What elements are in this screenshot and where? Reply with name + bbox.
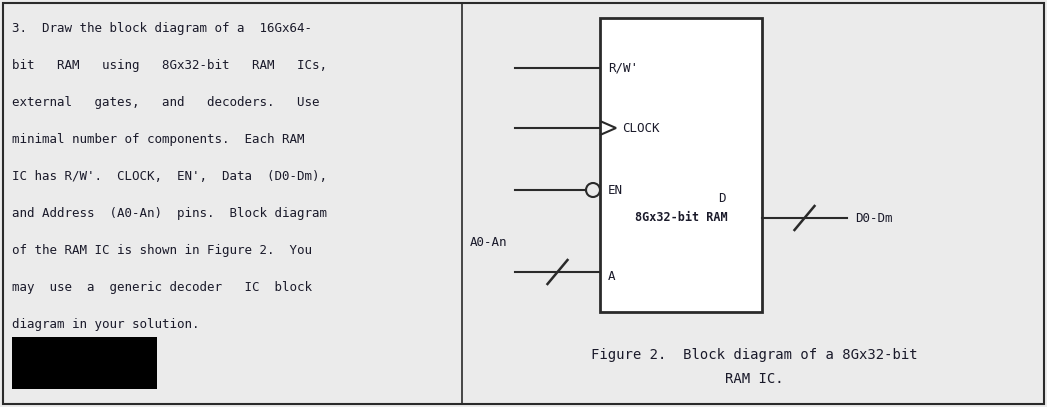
Text: may  use  a  generic decoder   IC  block: may use a generic decoder IC block [12,281,312,294]
Text: D: D [718,192,726,204]
Text: A0-An: A0-An [469,236,507,249]
Text: 8Gx32-bit RAM: 8Gx32-bit RAM [634,211,728,224]
Bar [12,337,157,389]
Text: R/W': R/W' [608,61,638,74]
Text: external   gates,   and   decoders.   Use: external gates, and decoders. Use [12,96,319,109]
Text: 3.  Draw the block diagram of a  16Gx64-: 3. Draw the block diagram of a 16Gx64- [12,22,312,35]
Text: Figure 2.  Block diagram of a 8Gx32-bit: Figure 2. Block diagram of a 8Gx32-bit [592,348,918,362]
Text: CLOCK: CLOCK [622,122,660,134]
Text: RAM IC.: RAM IC. [726,372,784,386]
Text: IC has R/W'.  CLOCK,  EN',  Data  (D0-Dm),: IC has R/W'. CLOCK, EN', Data (D0-Dm), [12,170,327,183]
Text: EN: EN [608,184,623,197]
Text: minimal number of components.  Each RAM: minimal number of components. Each RAM [12,133,305,146]
Text: diagram in your solution.: diagram in your solution. [12,318,200,331]
Text: bit   RAM   using   8Gx32-bit   RAM   ICs,: bit RAM using 8Gx32-bit RAM ICs, [12,59,327,72]
Bar [600,18,762,312]
Text: and Address  (A0-An)  pins.  Block diagram: and Address (A0-An) pins. Block diagram [12,207,327,220]
Text: A: A [608,269,616,282]
Text: D0-Dm: D0-Dm [855,212,892,225]
Text: of the RAM IC is shown in Figure 2.  You: of the RAM IC is shown in Figure 2. You [12,244,312,257]
